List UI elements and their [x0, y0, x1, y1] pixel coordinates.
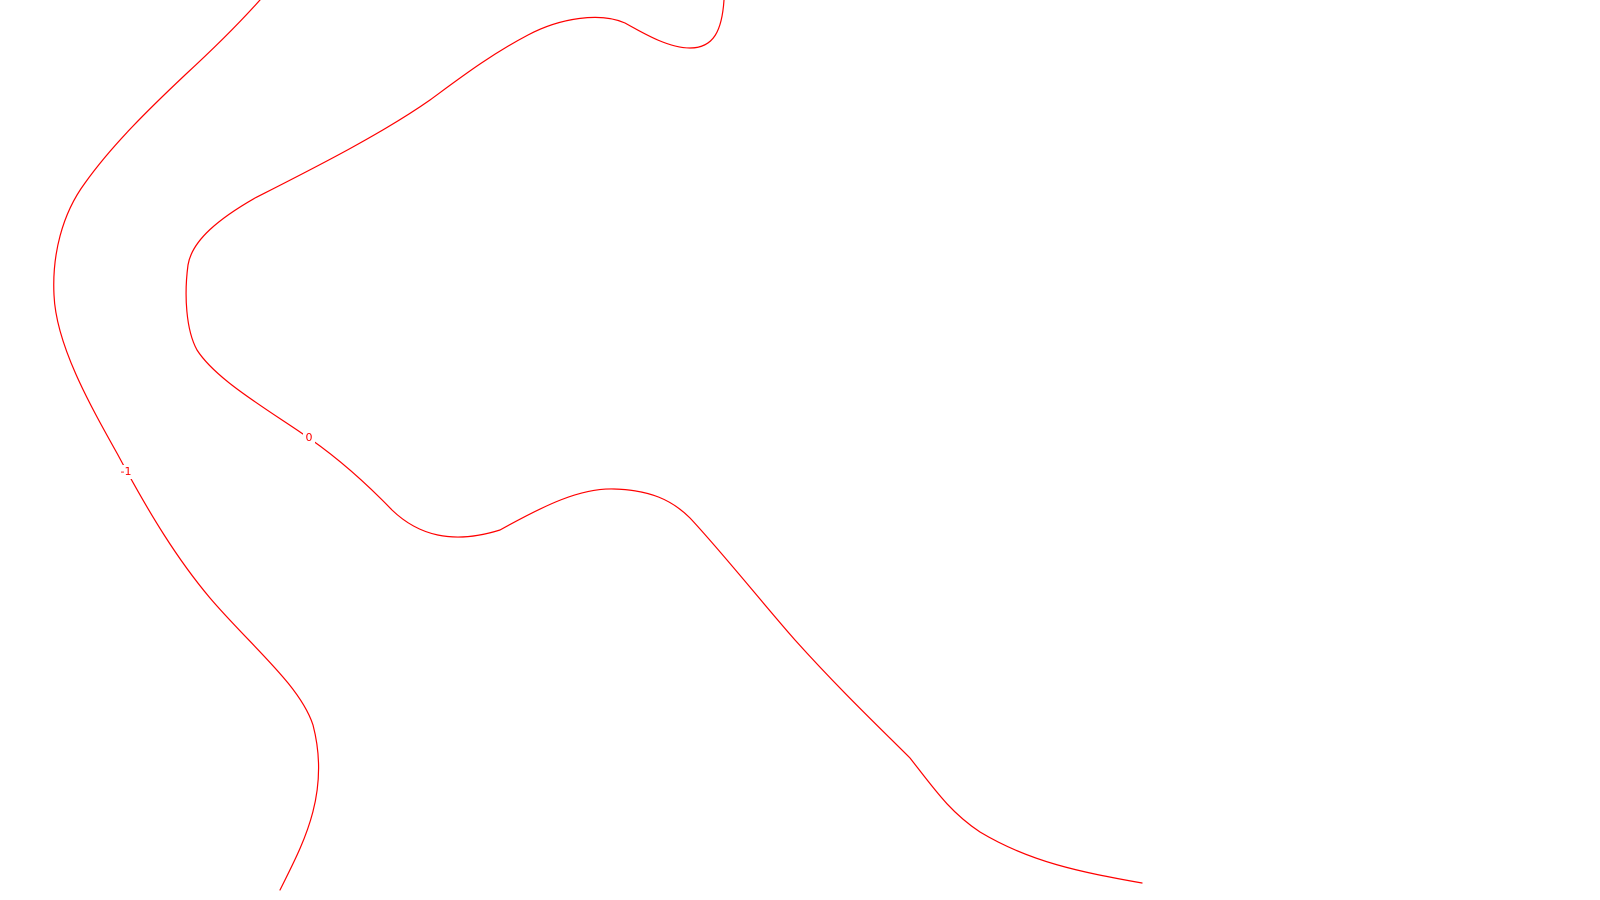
contour-label-minus-1-text: -1: [121, 465, 132, 478]
contour-label-0-text: 0: [306, 431, 313, 444]
contour-line-level-minus-1: [53, 0, 320, 891]
contour-label-0: 0: [303, 431, 315, 445]
contour-label-minus-1: -1: [117, 465, 135, 479]
contour-line-level-0: [185, 0, 1143, 884]
